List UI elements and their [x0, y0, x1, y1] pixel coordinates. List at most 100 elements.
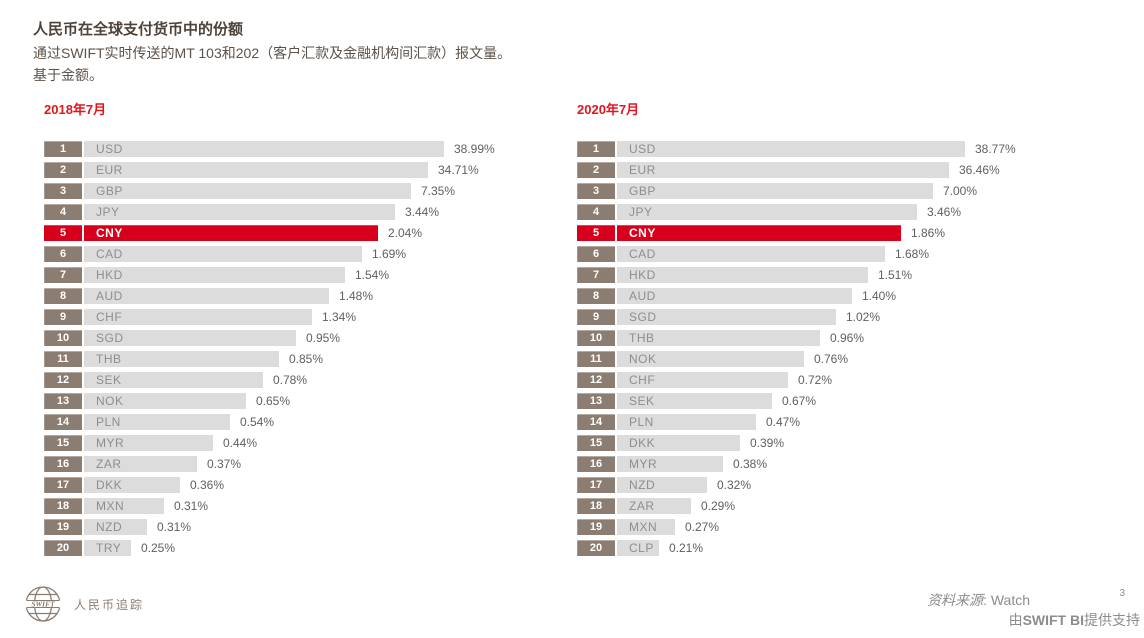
value-label: 0.37%	[207, 457, 242, 471]
currency-label: EUR	[96, 163, 123, 177]
source-value: : Watch	[983, 592, 1030, 608]
value-label: 1.02%	[846, 310, 881, 324]
rank-badge: 3	[577, 183, 615, 199]
currency-label: SEK	[96, 373, 122, 387]
swift-globe-logo-icon: SWIFT	[24, 586, 62, 622]
value-bar: NOK	[84, 393, 246, 409]
rank-badge: 11	[44, 351, 82, 367]
currency-label: SEK	[629, 394, 655, 408]
value-label: 1.69%	[372, 247, 407, 261]
currency-label: CHF	[96, 310, 123, 324]
value-bar: USD	[84, 141, 444, 157]
value-label: 38.77%	[975, 142, 1016, 156]
rank-badge: 17	[577, 477, 615, 493]
currency-label: USD	[629, 142, 656, 156]
rank-badge: 12	[577, 372, 615, 388]
currency-label: JPY	[96, 205, 120, 219]
rank-badge: 20	[44, 540, 82, 556]
currency-label: CAD	[96, 247, 123, 261]
chart-row-nok: 11 NOK 0.76%	[577, 351, 1016, 367]
currency-label: CHF	[629, 373, 656, 387]
subtitle-line-1: 通过SWIFT实时传送的MT 103和202（客户汇款及金融机构间汇款）报文量。	[33, 45, 512, 61]
chart-row-dkk: 17 DKK 0.36%	[44, 477, 495, 493]
currency-label: DKK	[629, 436, 656, 450]
currency-label: ZAR	[629, 499, 655, 513]
currency-label: NOK	[96, 394, 124, 408]
currency-label: CAD	[629, 247, 656, 261]
svg-text:SWIFT: SWIFT	[31, 600, 55, 609]
rank-badge: 19	[44, 519, 82, 535]
chart-row-zar: 18 ZAR 0.29%	[577, 498, 1016, 514]
value-label: 0.85%	[289, 352, 324, 366]
value-label: 36.46%	[959, 163, 1000, 177]
currency-label: NZD	[629, 478, 656, 492]
value-label: 0.95%	[306, 331, 341, 345]
chart-row-zar: 16 ZAR 0.37%	[44, 456, 495, 472]
currency-label: GBP	[96, 184, 123, 198]
value-label: 7.00%	[943, 184, 978, 198]
title-block: 人民币在全球支付货币中的份额 通过SWIFT实时传送的MT 103和202（客户…	[33, 18, 511, 86]
value-label: 0.72%	[798, 373, 833, 387]
value-label: 0.39%	[750, 436, 785, 450]
chart-row-gbp: 3 GBP 7.35%	[44, 183, 495, 199]
rank-badge: 13	[44, 393, 82, 409]
rank-badge: 9	[44, 309, 82, 325]
value-label: 1.68%	[895, 247, 930, 261]
value-bar: DKK	[617, 435, 740, 451]
brand-label: 人民币追踪	[74, 598, 145, 612]
value-bar: SEK	[617, 393, 772, 409]
value-bar: ZAR	[84, 456, 197, 472]
chart-row-jpy: 4 JPY 3.46%	[577, 204, 1016, 220]
chart-row-myr: 16 MYR 0.38%	[577, 456, 1016, 472]
currency-label: PLN	[96, 415, 121, 429]
value-bar: SGD	[617, 309, 836, 325]
currency-label: HKD	[96, 268, 123, 282]
rank-badge: 16	[577, 456, 615, 472]
value-label: 0.38%	[733, 457, 768, 471]
logo-band	[24, 600, 62, 608]
chart-row-mxn: 18 MXN 0.31%	[44, 498, 495, 514]
value-label: 0.27%	[685, 520, 720, 534]
currency-label: USD	[96, 142, 123, 156]
value-label: 0.21%	[669, 541, 704, 555]
chart-row-sgd: 10 SGD 0.95%	[44, 330, 495, 346]
rank-badge: 4	[577, 204, 615, 220]
chart-row-sek: 13 SEK 0.67%	[577, 393, 1016, 409]
rank-badge: 1	[577, 141, 615, 157]
value-label: 1.40%	[862, 289, 897, 303]
currency-label: CNY	[96, 226, 123, 240]
chart-row-try: 20 TRY 0.25%	[44, 540, 495, 556]
value-label: 0.31%	[174, 499, 209, 513]
subtitle-line-2: 基于金额。	[33, 67, 103, 83]
value-bar: AUD	[617, 288, 852, 304]
value-bar: MYR	[617, 456, 723, 472]
value-label: 3.44%	[405, 205, 440, 219]
rank-badge: 13	[577, 393, 615, 409]
chart-row-nzd: 19 NZD 0.31%	[44, 519, 495, 535]
currency-label: GBP	[629, 184, 656, 198]
value-bar: SEK	[84, 372, 263, 388]
powered-prefix: 由	[1008, 612, 1023, 628]
rank-badge: 8	[44, 288, 82, 304]
source-label: 资料来源	[927, 594, 984, 609]
value-bar: HKD	[617, 267, 868, 283]
chart-2020: 2020年7月 1 USD 38.77% 2 EUR 36.46% 3 GBP 7.00% 4 JP…	[577, 99, 1016, 561]
value-bar: JPY	[84, 204, 395, 220]
value-label: 0.65%	[256, 394, 291, 408]
rank-badge: 1	[44, 141, 82, 157]
value-label: 0.31%	[157, 520, 192, 534]
chart-row-myr: 15 MYR 0.44%	[44, 435, 495, 451]
value-bar: HKD	[84, 267, 345, 283]
currency-label: JPY	[629, 205, 653, 219]
value-bar: NOK	[617, 351, 804, 367]
value-bar: PLN	[617, 414, 756, 430]
value-label: 0.44%	[223, 436, 258, 450]
value-bar: MXN	[617, 519, 675, 535]
value-bar: SGD	[84, 330, 296, 346]
value-label: 0.29%	[701, 499, 736, 513]
value-label: 2.04%	[388, 226, 423, 240]
chart-title-2018: 2018年7月	[44, 102, 107, 117]
powered-by-note: 由SWIFT BI提供支持	[1009, 610, 1140, 630]
currency-label: SGD	[96, 331, 124, 345]
value-bar: CAD	[617, 246, 885, 262]
